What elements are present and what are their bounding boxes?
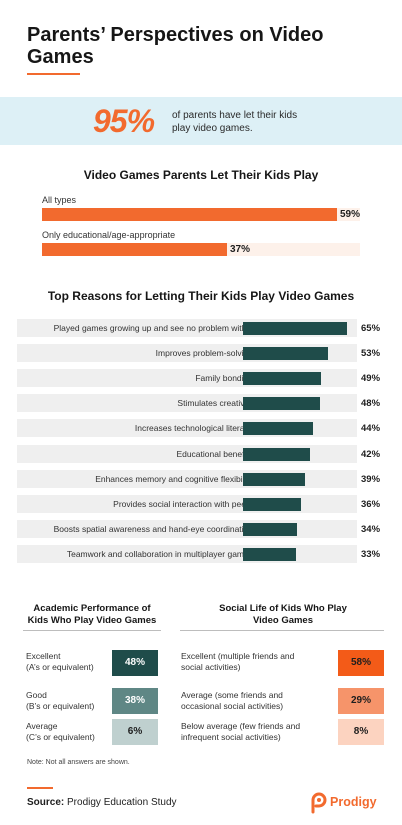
reason-row: Played games growing up and see no probl… [17, 319, 385, 337]
social-category-label: Average (some friends and occasional soci… [181, 690, 283, 712]
academic-header-line: Academic Performance of [33, 603, 151, 614]
academic-value-box: 6% [112, 719, 158, 745]
source-line: Source: Prodigy Education Study [27, 797, 177, 808]
chart1-value-label: 37% [230, 244, 251, 255]
social-category-line: Below average (few friends and [181, 721, 301, 731]
reason-bar [243, 473, 305, 486]
reason-row: Teamwork and collaboration in multiplaye… [17, 545, 385, 563]
reason-row: Family bonding 49% [17, 369, 385, 387]
source-label: Source: [27, 797, 65, 808]
chart2-title: Top Reasons for Letting Their Kids Play … [47, 289, 355, 303]
reason-bar [243, 372, 321, 385]
reason-row: Improves problem-solving 53% [17, 344, 385, 362]
academic-category-label: Excellent (A’s or equivalent) [26, 651, 94, 673]
hero-percent: 95% [93, 103, 155, 139]
chart1-track [42, 208, 360, 221]
social-header-line: Video Games [252, 615, 314, 626]
reason-row: Stimulates creativity 48% [17, 394, 385, 412]
academic-category-line: (B’s or equivalent) [26, 701, 95, 711]
prodigy-logo-icon [311, 792, 327, 814]
chart1-bar [42, 208, 337, 221]
reason-bar [243, 498, 301, 511]
reason-value-label: 49% [361, 373, 381, 384]
chart1-value-label: 59% [340, 209, 361, 220]
reason-label: Educational benefits [176, 449, 253, 459]
reason-bar [243, 523, 297, 536]
reason-label: Improves problem-solving [155, 348, 253, 358]
prodigy-logo: Prodigy [308, 792, 378, 814]
reason-value-label: 48% [361, 398, 381, 409]
academic-value-box: 38% [112, 688, 158, 714]
reason-label: Teamwork and collaboration in multiplaye… [66, 549, 253, 559]
social-value-box: 8% [338, 719, 384, 745]
social-category-line: Excellent (multiple friends and [181, 651, 295, 661]
logo-text: Prodigy [330, 795, 377, 809]
reason-row: Provides social interaction with peers 36… [17, 495, 385, 513]
academic-category-line: Average [26, 721, 58, 731]
hero-banner: 95% of parents have let their kids play … [0, 97, 402, 145]
social-category-line: social activities) [181, 662, 241, 672]
academic-divider [23, 630, 161, 631]
social-category-line: Average (some friends and [181, 690, 283, 700]
academic-category-line: (C’s or equivalent) [26, 732, 95, 742]
reason-row: Educational benefits 42% [17, 445, 385, 463]
hero-text: of parents have let their kids play vide… [172, 110, 298, 134]
academic-category-line: Good [26, 690, 47, 700]
title-underline [27, 73, 80, 75]
reason-row: Enhances memory and cognitive flexibilit… [17, 470, 385, 488]
social-header-line: Social Life of Kids Who Play [219, 603, 347, 614]
reason-bar [243, 448, 310, 461]
academic-category-line: Excellent [26, 651, 61, 661]
reason-label: Increases technological literacy [134, 423, 253, 433]
reason-bar [243, 322, 347, 335]
social-category-label: Excellent (multiple friends and social ac… [181, 651, 294, 673]
academic-header-line: Kids Who Play Video Games [27, 615, 157, 626]
reason-bar [243, 548, 296, 561]
reason-value-label: 42% [361, 449, 381, 460]
reason-value-label: 44% [361, 423, 381, 434]
academic-value-box: 48% [112, 650, 158, 676]
reason-label: Played games growing up and see no probl… [53, 323, 253, 333]
reason-label: Boosts spatial awareness and hand-eye co… [53, 524, 253, 534]
reason-value-label: 36% [361, 499, 381, 510]
chart1-category-label: All types [42, 195, 77, 205]
social-value-box: 29% [338, 688, 384, 714]
academic-header: Academic Performance of Kids Who Play Vi… [12, 603, 172, 627]
academic-category-label: Average (C’s or equivalent) [26, 721, 95, 743]
chart1-track [42, 243, 360, 256]
chart1-bar [42, 243, 227, 256]
page-title: Parents’ Perspectives on Video Games [27, 24, 324, 68]
reason-label: Enhances memory and cognitive flexibilit… [95, 474, 253, 484]
reason-row: Boosts spatial awareness and hand-eye co… [17, 520, 385, 538]
chart1-category-label: Only educational/age-appropriate [42, 230, 176, 240]
footnote: Note: Not all answers are shown. [27, 759, 130, 766]
social-category-label: Below average (few friends and infrequent… [181, 721, 300, 743]
reason-label: Family bonding [195, 373, 253, 383]
reason-row: Increases technological literacy 44% [17, 419, 385, 437]
reason-value-label: 39% [361, 474, 381, 485]
reason-bar [243, 422, 313, 435]
reason-value-label: 34% [361, 524, 381, 535]
social-divider [180, 630, 384, 631]
footer-underline [27, 787, 53, 789]
reason-bar [243, 347, 328, 360]
social-category-line: infrequent social activities) [181, 732, 281, 742]
academic-category-label: Good (B’s or equivalent) [26, 690, 94, 712]
reason-value-label: 65% [361, 323, 381, 334]
source-text: Prodigy Education Study [67, 797, 177, 808]
academic-category-line: (A’s or equivalent) [26, 662, 94, 672]
social-category-line: occasional social activities) [181, 701, 284, 711]
reason-bar [243, 397, 320, 410]
reason-label: Provides social interaction with peers [113, 499, 253, 509]
chart1-title: Video Games Parents Let Their Kids Play [83, 168, 319, 182]
social-value-box: 58% [338, 650, 384, 676]
reason-value-label: 53% [361, 348, 381, 359]
reason-label: Stimulates creativity [177, 398, 253, 408]
reason-value-label: 33% [361, 549, 381, 560]
social-header: Social Life of Kids Who Play Video Games [203, 603, 363, 627]
